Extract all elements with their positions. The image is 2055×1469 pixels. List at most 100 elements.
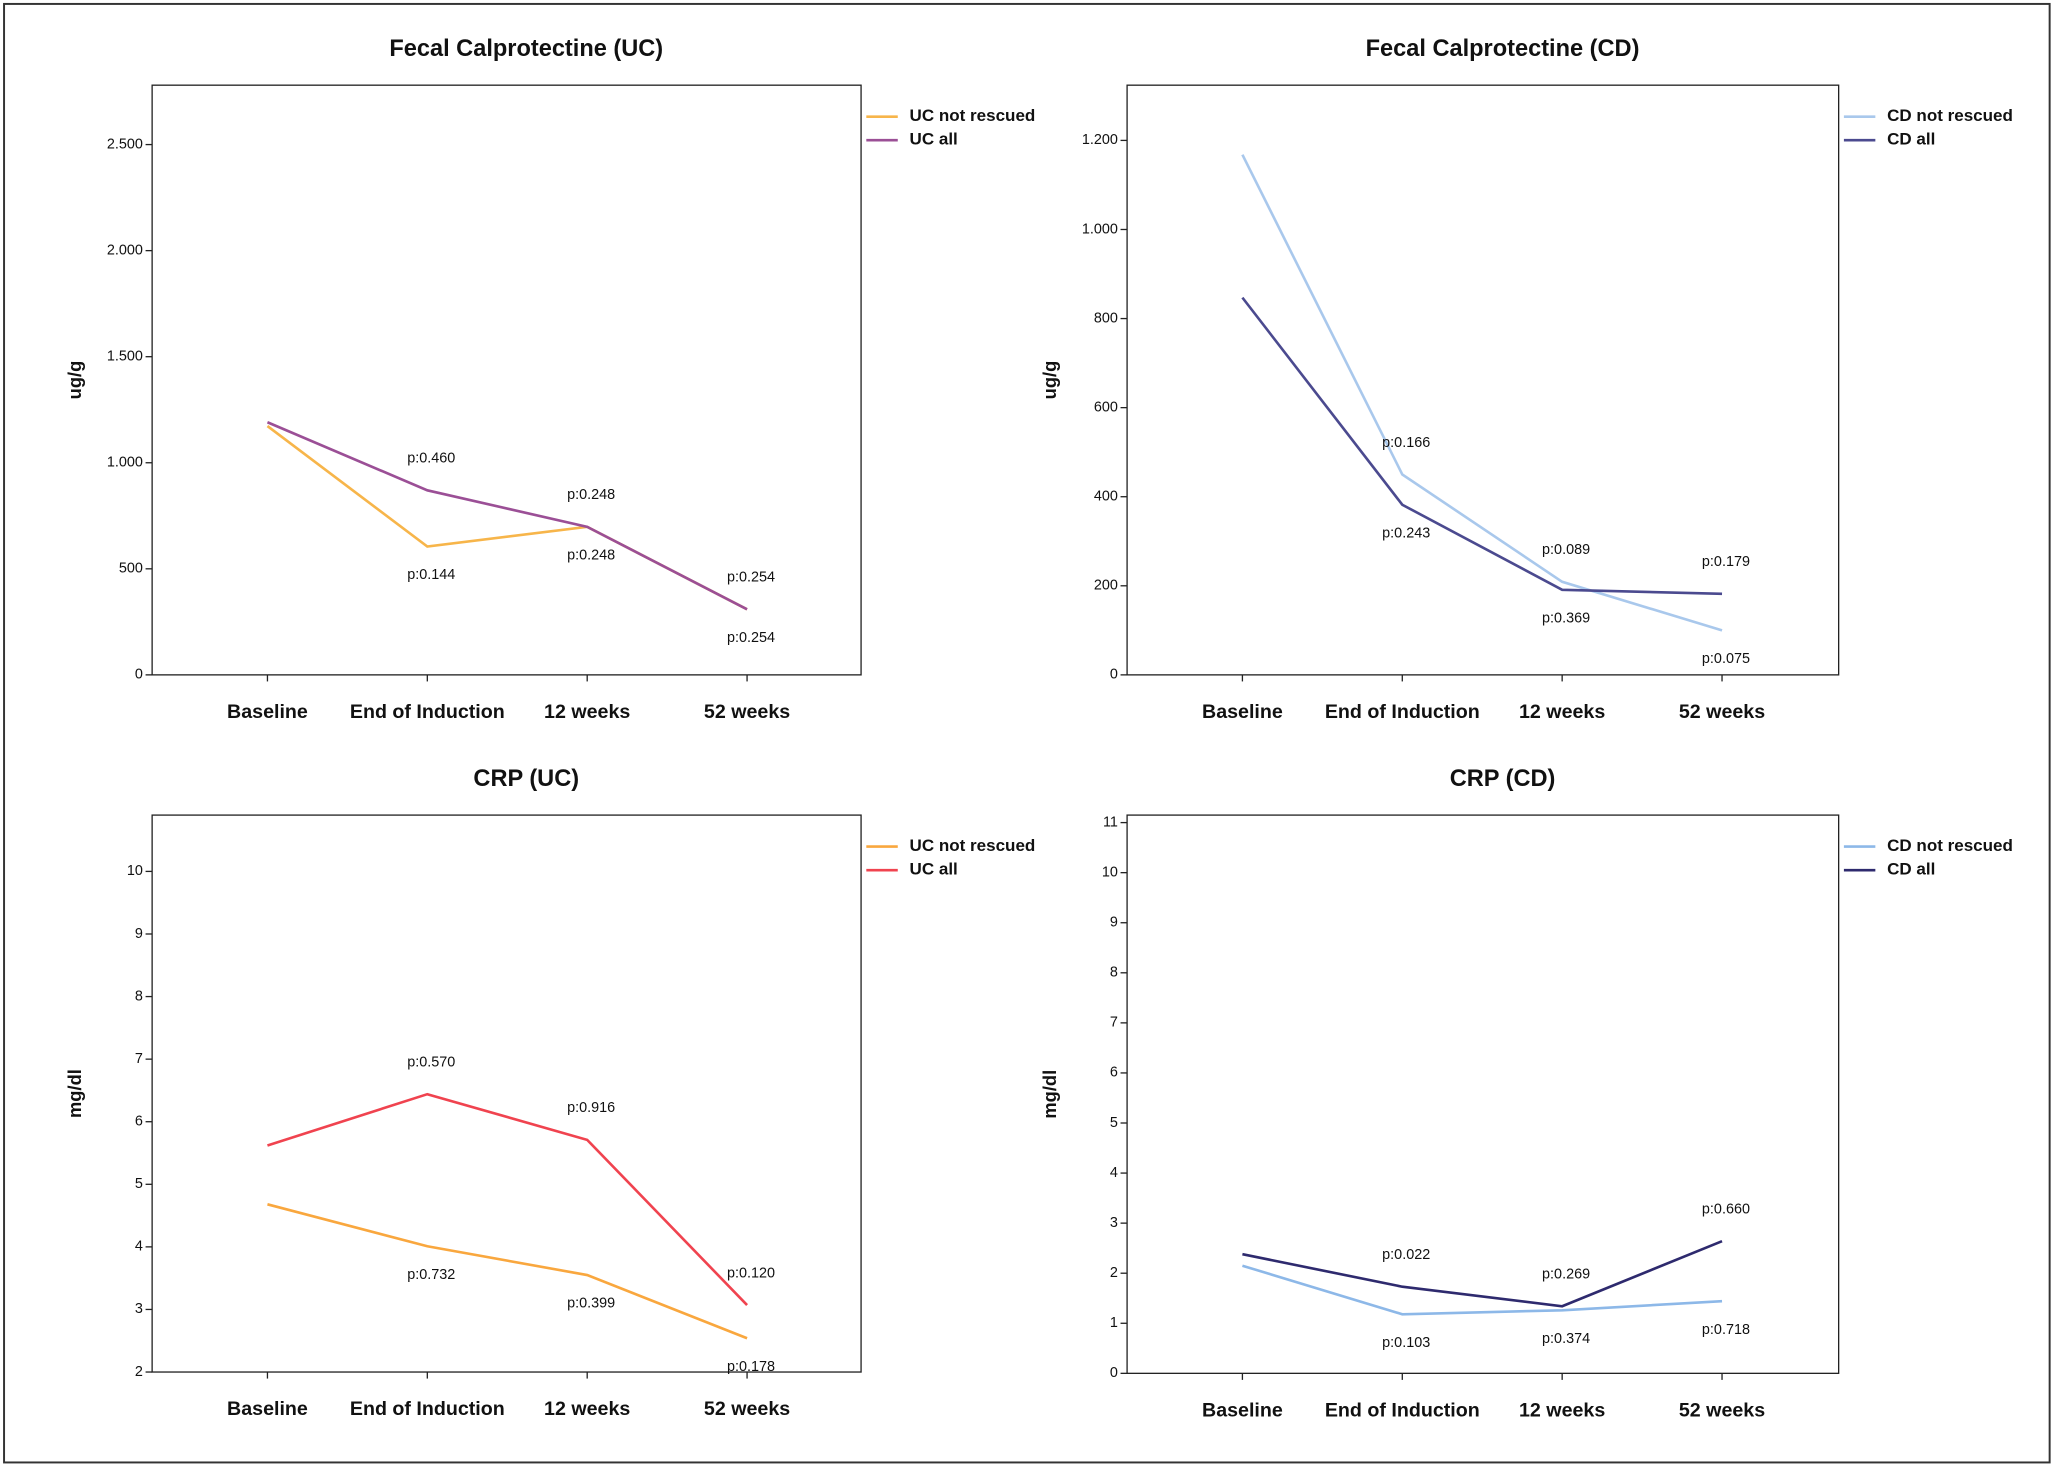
legend-label: UC not rescued bbox=[910, 836, 1036, 855]
x-tick-label: Baseline bbox=[1202, 1400, 1283, 1422]
p-value-label: p:0.120 bbox=[727, 1265, 775, 1281]
x-tick-label: 12 weeks bbox=[544, 701, 630, 723]
y-tick-label: 1 bbox=[1110, 1315, 1118, 1331]
p-value-label: p:0.254 bbox=[727, 630, 775, 646]
legend-label: CD not rescued bbox=[1887, 106, 2013, 125]
p-value-label: p:0.460 bbox=[407, 451, 455, 467]
p-value-label: p:0.916 bbox=[567, 1100, 615, 1116]
chart-title: CRP (UC) bbox=[473, 765, 579, 791]
y-tick-label: 8 bbox=[1110, 965, 1118, 981]
p-value-label: p:0.166 bbox=[1382, 435, 1430, 451]
y-tick-label: 800 bbox=[1094, 310, 1118, 326]
plot-frame bbox=[151, 814, 862, 1373]
chart-title: CRP (CD) bbox=[1450, 765, 1556, 791]
y-tick-label: 3 bbox=[1110, 1215, 1118, 1231]
y-tick-label: 200 bbox=[1094, 578, 1118, 594]
p-value-label: p:0.248 bbox=[567, 547, 615, 563]
series-line bbox=[267, 1092, 749, 1306]
p-value-label: p:0.243 bbox=[1382, 525, 1430, 541]
p-value-label: p:0.178 bbox=[727, 1359, 775, 1375]
y-tick-label: 0 bbox=[1110, 667, 1118, 683]
y-tick-label: 8 bbox=[135, 988, 143, 1004]
y-tick-label: 400 bbox=[1094, 489, 1118, 505]
legend-label: UC all bbox=[910, 860, 958, 879]
y-axis-label: ug/g bbox=[1039, 361, 1060, 400]
x-tick-label: 12 weeks bbox=[1519, 701, 1605, 723]
y-tick-label: 10 bbox=[1102, 864, 1118, 880]
plot-frame bbox=[1126, 814, 1840, 1374]
y-tick-label: 2 bbox=[135, 1364, 143, 1380]
x-tick-label: 52 weeks bbox=[704, 701, 790, 723]
y-tick-label: 9 bbox=[1110, 915, 1118, 931]
chart-title: Fecal Calprotectine (CD) bbox=[1366, 35, 1640, 61]
y-tick-label: 2 bbox=[1110, 1265, 1118, 1281]
series-line bbox=[1242, 1239, 1723, 1308]
y-tick-label: 4 bbox=[135, 1239, 143, 1255]
y-tick-label: 1.500 bbox=[107, 349, 143, 365]
p-value-label: p:0.254 bbox=[727, 570, 775, 586]
series-line bbox=[1241, 154, 1723, 632]
y-tick-label: 6 bbox=[1110, 1065, 1118, 1081]
p-value-label: p:0.374 bbox=[1542, 1331, 1590, 1347]
series-line bbox=[1242, 1264, 1723, 1316]
y-tick-label: 7 bbox=[135, 1051, 143, 1067]
y-tick-label: 0 bbox=[1110, 1365, 1118, 1381]
y-tick-label: 6 bbox=[135, 1114, 143, 1130]
y-tick-label: 11 bbox=[1103, 814, 1118, 830]
p-value-label: p:0.248 bbox=[567, 487, 615, 503]
y-tick-label: 0 bbox=[135, 667, 143, 683]
legend-label: CD all bbox=[1887, 860, 1935, 879]
x-tick-label: Baseline bbox=[1202, 701, 1283, 723]
y-tick-label: 1.000 bbox=[107, 455, 143, 471]
x-tick-label: 12 weeks bbox=[544, 1398, 630, 1420]
figure-border bbox=[3, 2, 2051, 1464]
x-tick-label: 12 weeks bbox=[1519, 1400, 1605, 1422]
y-tick-label: 7 bbox=[1110, 1015, 1118, 1031]
p-value-label: p:0.075 bbox=[1702, 651, 1750, 667]
legend-label: UC not rescued bbox=[910, 106, 1036, 125]
p-value-label: p:0.660 bbox=[1702, 1202, 1750, 1218]
p-value-label: p:0.089 bbox=[1542, 542, 1590, 558]
y-tick-label: 600 bbox=[1094, 399, 1118, 415]
x-tick-label: Baseline bbox=[227, 1398, 308, 1420]
y-tick-label: 4 bbox=[1110, 1165, 1118, 1181]
series-line bbox=[1241, 296, 1723, 596]
x-tick-label: End of Induction bbox=[350, 701, 505, 723]
y-tick-label: 2.000 bbox=[107, 242, 143, 258]
plot-frame bbox=[151, 84, 862, 676]
y-axis-label: ug/g bbox=[64, 361, 85, 400]
p-value-label: p:0.570 bbox=[407, 1055, 455, 1071]
x-tick-label: End of Induction bbox=[1325, 701, 1480, 723]
p-value-label: p:0.144 bbox=[407, 567, 455, 583]
x-tick-label: 52 weeks bbox=[1679, 1400, 1765, 1422]
y-tick-label: 1.200 bbox=[1082, 132, 1118, 148]
legend-label: CD not rescued bbox=[1887, 836, 2013, 855]
x-tick-label: 52 weeks bbox=[704, 1398, 790, 1420]
y-tick-label: 5 bbox=[135, 1176, 143, 1192]
p-value-label: p:0.179 bbox=[1702, 554, 1750, 570]
chart-title: Fecal Calprotectine (UC) bbox=[389, 35, 663, 61]
y-tick-label: 9 bbox=[135, 926, 143, 942]
legend-label: UC all bbox=[910, 130, 958, 149]
series-line bbox=[266, 421, 748, 611]
y-tick-label: 5 bbox=[1110, 1115, 1118, 1131]
y-tick-label: 500 bbox=[119, 561, 143, 577]
y-axis-label: mg/dl bbox=[64, 1069, 85, 1118]
x-tick-label: Baseline bbox=[227, 701, 308, 723]
p-value-label: p:0.103 bbox=[1382, 1335, 1430, 1351]
series-line bbox=[267, 1203, 748, 1340]
y-tick-label: 10 bbox=[127, 863, 143, 879]
x-tick-label: End of Induction bbox=[1325, 1400, 1480, 1422]
plot-frame bbox=[1126, 84, 1840, 676]
p-value-label: p:0.718 bbox=[1702, 1322, 1750, 1338]
x-tick-label: End of Induction bbox=[350, 1398, 505, 1420]
legend-label: CD all bbox=[1887, 130, 1935, 149]
x-tick-label: 52 weeks bbox=[1679, 701, 1765, 723]
p-value-label: p:0.269 bbox=[1542, 1267, 1590, 1283]
p-value-label: p:0.022 bbox=[1382, 1247, 1430, 1263]
p-value-label: p:0.369 bbox=[1542, 610, 1590, 626]
p-value-label: p:0.399 bbox=[567, 1296, 615, 1312]
y-axis-label: mg/dl bbox=[1039, 1070, 1060, 1119]
p-value-label: p:0.732 bbox=[407, 1267, 455, 1283]
